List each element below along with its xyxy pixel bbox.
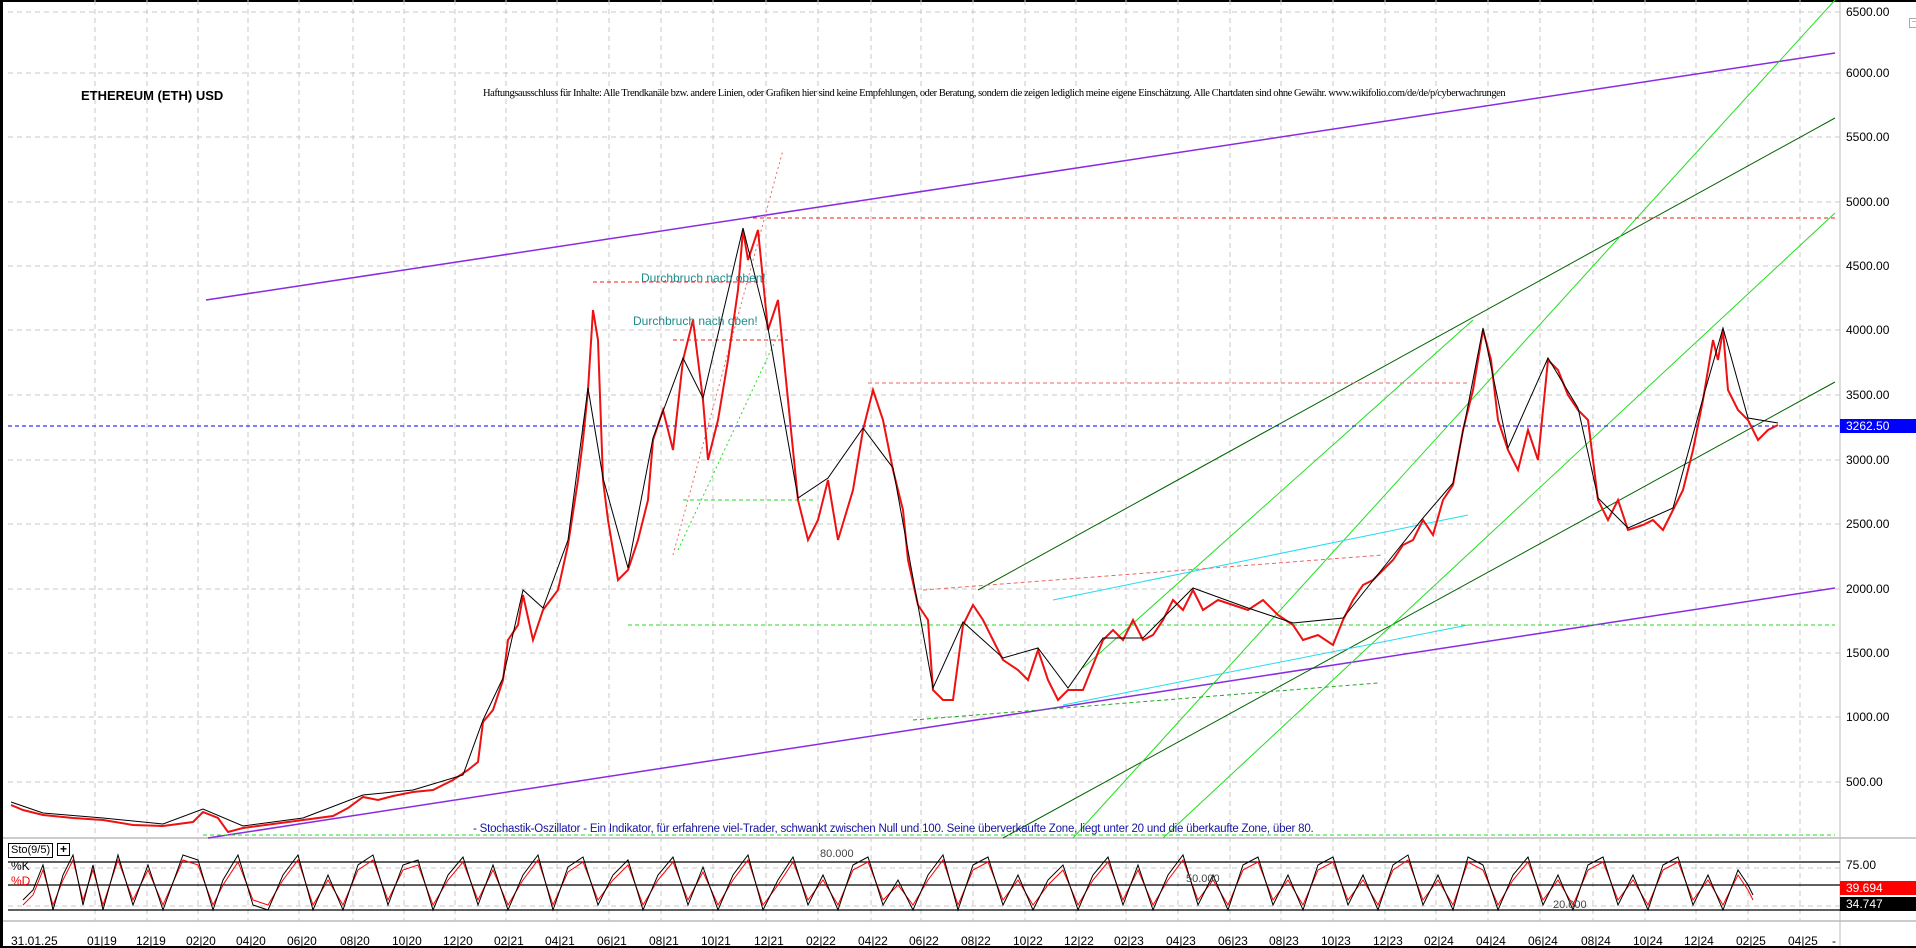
time-axis-label: 04|20 [236,934,266,948]
time-axis-label: 08|20 [340,934,370,948]
stochastic-d-value-tag: 34.747 [1840,897,1916,911]
price-axis-label: 1000.00 [1846,710,1890,724]
price-axis-label: 4000.00 [1846,323,1890,337]
price-axis-label: 5000.00 [1846,195,1890,209]
time-axis-label: 31.01.25 [11,934,58,948]
price-axis-label: 4500.00 [1846,259,1890,273]
time-axis-label: 02|23 [1114,934,1144,948]
price-axis-label: 1500.00 [1846,646,1890,660]
price-axis-label: 3500.00 [1846,388,1890,402]
time-axis-label: 06|22 [909,934,939,948]
time-axis-label: 06|21 [597,934,627,948]
time-axis-label: 12|20 [443,934,473,948]
time-axis-label: 12|24 [1684,934,1714,948]
price-axis-label: 2000.00 [1846,582,1890,596]
time-axis-label: 12|19 [136,934,166,948]
price-axis-label: 3000.00 [1846,453,1890,467]
price-axis-label: 500.00 [1846,775,1883,789]
stochastic-level-20: 20.000 [1553,899,1587,911]
time-axis-scroll-marker[interactable]: - [1832,934,1836,948]
chart-title: ETHEREUM (ETH) USD [81,88,224,103]
time-axis-label: 04|24 [1476,934,1506,948]
stochastic-d-line [22,858,1754,907]
disclaimer-text: Haftungsausschluss für Inhalte: Alle Tre… [483,88,1506,99]
current-price-tag: 3262.50 [1840,419,1916,433]
annotation-breakout-2: Durchbruch nach oben! [633,314,758,328]
time-axis-label: 12|23 [1373,934,1403,948]
time-axis-label: 06|23 [1218,934,1248,948]
add-indicator-button[interactable]: + [57,843,70,856]
time-axis-label: 04|23 [1166,934,1196,948]
time-axis-label: 06|20 [287,934,317,948]
time-axis-label: 10|24 [1633,934,1663,948]
time-axis-label: 08|24 [1581,934,1611,948]
time-axis-label: 12|21 [754,934,784,948]
time-axis-label: 04|25 [1788,934,1818,948]
stochastic-k-line [22,853,1754,912]
price-axis-label: 5500.00 [1846,130,1890,144]
lower-channel-line [207,587,1836,839]
chart-canvas [3,0,1916,948]
stochastic-indicator-label[interactable]: Sto(9/5) [8,843,54,858]
stochastic-d-label: %D [11,874,31,888]
stochastic-level-50: 50.000 [1186,873,1220,885]
price-axis-label: 6000.00 [1846,66,1890,80]
stochastic-k-value-tag: 39.694 [1840,881,1916,895]
time-axis-label: 10|22 [1013,934,1043,948]
upper-channel-line [205,52,1836,301]
time-axis-label: 02|25 [1736,934,1766,948]
time-axis-label: 02|20 [186,934,216,948]
stochastic-axis-label: 75.00 [1846,858,1877,872]
time-axis-label: 08|22 [961,934,991,948]
time-axis-label: 02|24 [1424,934,1454,948]
time-axis-label: 06|24 [1528,934,1558,948]
time-axis-label: 02|22 [806,934,836,948]
annotation-breakout-1: Durchbruch nach oben! [641,271,766,285]
time-axis-label: 01|19 [87,934,117,948]
time-axis-label: 10|23 [1321,934,1351,948]
collapse-panel-button[interactable]: − [1909,18,1916,28]
stochastic-k-label: %K [11,859,30,873]
price-axis-label: 6500.00 [1846,5,1890,19]
stochastic-note: - Stochastik-Oszillator - Ein Indikator,… [473,823,1314,835]
time-axis-label: 02|21 [494,934,524,948]
price-axis-label: 2500.00 [1846,517,1890,531]
time-axis-label: 08|23 [1269,934,1299,948]
time-axis-label: 10|21 [701,934,731,948]
price-series [10,229,1779,834]
time-axis-label: 04|22 [858,934,888,948]
time-axis-label: 12|22 [1064,934,1094,948]
time-axis-label: 08|21 [649,934,679,948]
stochastic-level-80: 80.000 [820,848,854,860]
time-axis-label: 04|21 [545,934,575,948]
time-axis-label: 10|20 [392,934,422,948]
